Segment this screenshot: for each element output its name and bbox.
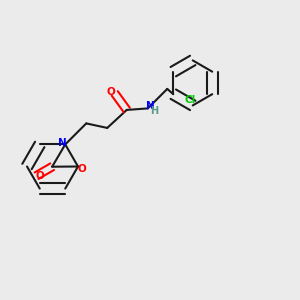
Text: H: H — [150, 106, 158, 116]
Text: O: O — [107, 87, 116, 97]
Text: N: N — [146, 101, 154, 111]
Text: O: O — [36, 171, 44, 181]
Text: Cl: Cl — [184, 95, 195, 105]
Text: N: N — [58, 138, 67, 148]
Text: O: O — [77, 164, 86, 174]
